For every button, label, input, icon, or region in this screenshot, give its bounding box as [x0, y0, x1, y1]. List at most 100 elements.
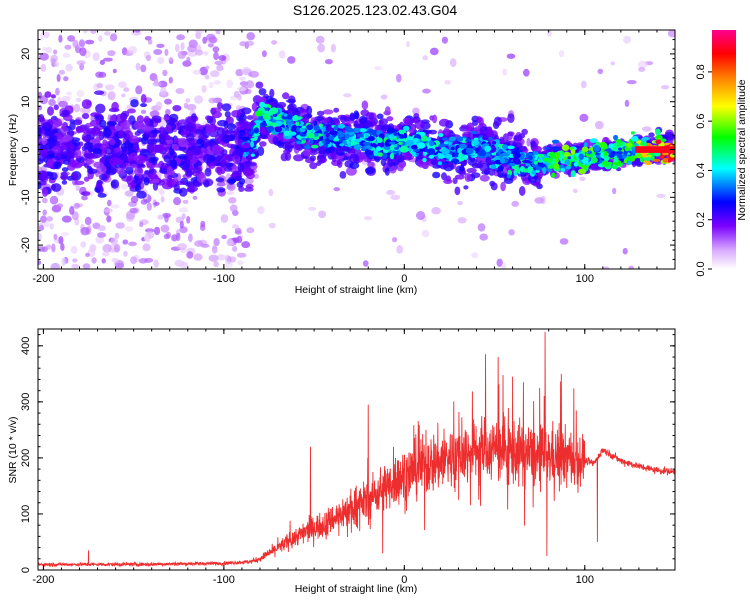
- heatmap-cell: [266, 125, 274, 132]
- heatmap-cell: [444, 80, 452, 85]
- heatmap-cell: [81, 135, 91, 141]
- heatmap-cell: [204, 167, 212, 177]
- heatmap-cell: [380, 158, 387, 167]
- heatmap-cell: [159, 133, 167, 140]
- heatmap-cell: [618, 147, 622, 151]
- x-tick-label: -100: [213, 574, 235, 586]
- heatmap-cell: [667, 30, 675, 38]
- heatmap-cell: [262, 113, 269, 120]
- heatmap-cell: [527, 174, 538, 183]
- heatmap-cell: [208, 254, 219, 262]
- heatmap-cell: [150, 129, 161, 134]
- heatmap-cell: [628, 265, 634, 269]
- heatmap-cell: [181, 213, 186, 220]
- heatmap-cell: [608, 153, 615, 158]
- heatmap-cell: [168, 118, 177, 124]
- heatmap-cell: [50, 262, 60, 269]
- heatmap-cell: [237, 162, 245, 172]
- x-tick-label: 0: [401, 273, 407, 285]
- heatmap-cell: [178, 137, 188, 148]
- heatmap-cell: [130, 195, 139, 204]
- heatmap-cell: [438, 118, 450, 127]
- heatmap-cell: [454, 174, 465, 180]
- heatmap-cell: [638, 66, 646, 72]
- heatmap-cell: [130, 163, 138, 169]
- heatmap-cell: [60, 153, 67, 160]
- heatmap-cell: [149, 168, 157, 175]
- heatmap-cell: [426, 148, 436, 155]
- heatmap-cell: [236, 235, 243, 244]
- heatmap-cell: [39, 148, 50, 157]
- heatmap-cell: [383, 149, 389, 153]
- heatmap-cell: [549, 151, 556, 159]
- heatmap-cell: [134, 30, 141, 33]
- heatmap-cell: [466, 125, 473, 133]
- heatmap-cell: [179, 220, 184, 229]
- heatmap-cell: [551, 146, 560, 151]
- heatmap-cell: [39, 52, 49, 61]
- heatmap-cell: [226, 123, 237, 131]
- heatmap-cell: [118, 129, 124, 138]
- heatmap-cell: [551, 172, 556, 178]
- x-tick-label: -200: [32, 574, 54, 586]
- heatmap-cell: [305, 113, 313, 119]
- heatmap-cell: [507, 131, 515, 137]
- heatmap-cell: [168, 76, 173, 84]
- heatmap-cell: [463, 185, 469, 190]
- heatmap-cell: [255, 81, 264, 89]
- heatmap-cell: [333, 107, 340, 113]
- heatmap-cell: [438, 133, 444, 138]
- heatmap-cell: [172, 105, 182, 112]
- heatmap-cell: [201, 85, 207, 93]
- heatmap-cell: [464, 172, 472, 182]
- heatmap-cell: [38, 246, 46, 252]
- heatmap-cell: [242, 147, 250, 153]
- spectrogram-x-ticks: -200 -100 0 100: [32, 30, 676, 285]
- heatmap-cell: [541, 150, 547, 155]
- x-tick-label: -200: [32, 273, 54, 285]
- heatmap-cell: [61, 257, 66, 267]
- heatmap-cell: [507, 113, 515, 123]
- heatmap-cell: [601, 160, 610, 167]
- heatmap-cell: [38, 136, 43, 146]
- heatmap-cell: [110, 237, 118, 246]
- heatmap-cell: [140, 94, 147, 104]
- heatmap-cell: [40, 63, 47, 72]
- heatmap-cell: [412, 107, 420, 116]
- heatmap-cell: [253, 132, 260, 137]
- heatmap-cell: [113, 243, 121, 253]
- heatmap-cell: [460, 160, 467, 167]
- heatmap-cell: [250, 140, 255, 148]
- heatmap-cell: [122, 239, 129, 245]
- heatmap-cell: [512, 158, 521, 164]
- heatmap-cell: [130, 99, 139, 108]
- heatmap-cell: [470, 172, 481, 179]
- heatmap-cell: [250, 153, 255, 157]
- heatmap-cell: [407, 136, 414, 141]
- heatmap-cell: [459, 143, 467, 149]
- heatmap-cell: [336, 131, 345, 138]
- heatmap-cell: [51, 135, 58, 143]
- heatmap-cell: [293, 114, 299, 122]
- heatmap-cell: [387, 158, 394, 168]
- heatmap-cell: [309, 139, 314, 145]
- heatmap-cell: [153, 259, 159, 268]
- heatmap-cell: [202, 36, 208, 44]
- snr-series: [38, 331, 675, 568]
- heatmap-cell: [269, 88, 275, 98]
- heatmap-cell: [81, 191, 91, 197]
- spectrogram-x-axis-label: Height of straight line (km): [295, 284, 418, 296]
- heatmap-cell: [193, 150, 203, 155]
- heatmap-cell: [624, 99, 630, 107]
- heatmap-cell: [205, 124, 215, 134]
- heatmap-cell: [546, 157, 553, 164]
- heatmap-cell: [235, 123, 246, 131]
- heatmap-cell: [70, 246, 78, 254]
- heatmap-cell: [636, 152, 642, 158]
- heatmap-cell: [63, 76, 69, 82]
- heatmap-cell: [456, 136, 464, 142]
- heatmap-cell: [80, 227, 90, 236]
- heatmap-cell: [364, 148, 369, 156]
- heatmap-cell: [50, 183, 57, 191]
